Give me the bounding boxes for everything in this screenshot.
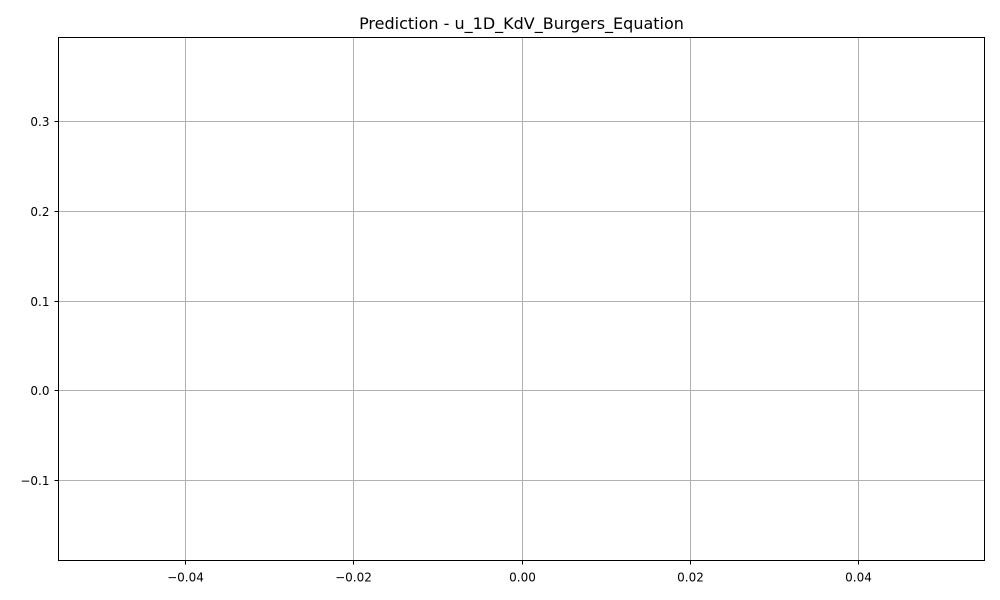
chart-title: Prediction - u_1D_KdV_Burgers_Equation — [359, 14, 684, 34]
y-tick-label: 0.2 — [30, 205, 49, 219]
y-axis: −0.1 0.0 0.1 0.2 0.3 — [20, 115, 59, 488]
x-tick-label: 0.04 — [845, 571, 872, 585]
x-tick-label: 0.00 — [509, 571, 536, 585]
y-tick-label: −0.1 — [20, 474, 49, 488]
x-tick-label: −0.02 — [335, 571, 372, 585]
plot-frame — [58, 37, 985, 561]
x-axis: −0.04 −0.02 0.00 0.02 0.04 — [167, 560, 872, 585]
y-tick-label: 0.0 — [30, 384, 49, 398]
x-tick-label: 0.02 — [677, 571, 704, 585]
grid-layer — [58, 37, 985, 561]
x-tick-label: −0.04 — [167, 571, 204, 585]
y-tick-label: 0.3 — [30, 115, 49, 129]
y-tick-label: 0.1 — [30, 295, 49, 309]
